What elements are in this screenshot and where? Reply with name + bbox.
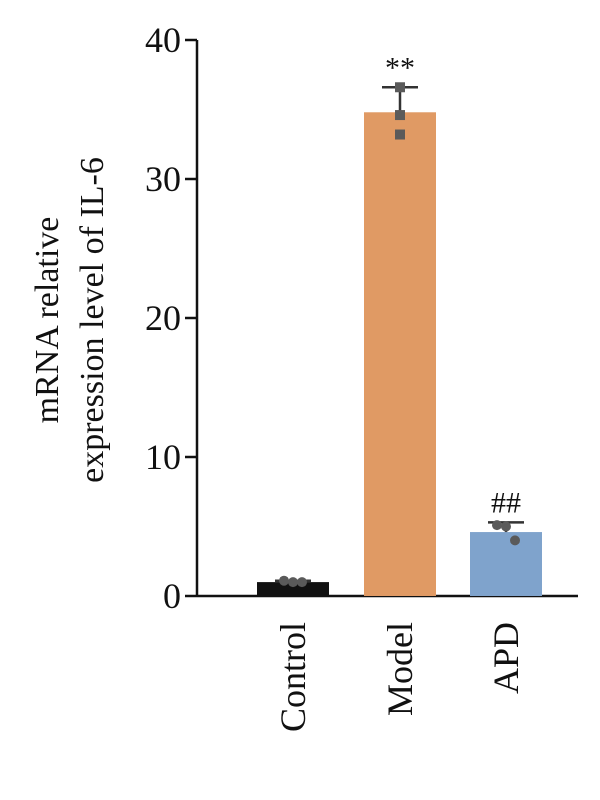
data-point: [297, 577, 307, 588]
data-point: [492, 520, 502, 531]
significance-label: ##: [491, 486, 521, 519]
y-tick-label: 30: [145, 159, 181, 199]
x-tick-label: APD: [486, 622, 526, 694]
data-point: [501, 521, 511, 532]
x-tick-label: Control: [273, 622, 313, 732]
data-point: [395, 82, 405, 93]
y-axis-label: expression level of IL-6: [74, 157, 111, 483]
y-tick-label: 10: [145, 437, 181, 477]
y-tick-label: 20: [145, 298, 181, 338]
data-point: [395, 129, 405, 140]
y-axis-label: mRNA relative: [29, 217, 66, 424]
y-tick-label: 40: [145, 20, 181, 60]
bar: [470, 532, 542, 596]
bar: [257, 582, 329, 596]
data-point: [279, 575, 289, 586]
data-point: [395, 110, 405, 121]
significance-label: **: [385, 51, 415, 84]
y-tick-label: 0: [163, 576, 181, 616]
data-point: [288, 577, 298, 588]
bar: [364, 112, 436, 596]
data-point: [510, 535, 520, 546]
x-tick-label: Model: [380, 622, 420, 716]
